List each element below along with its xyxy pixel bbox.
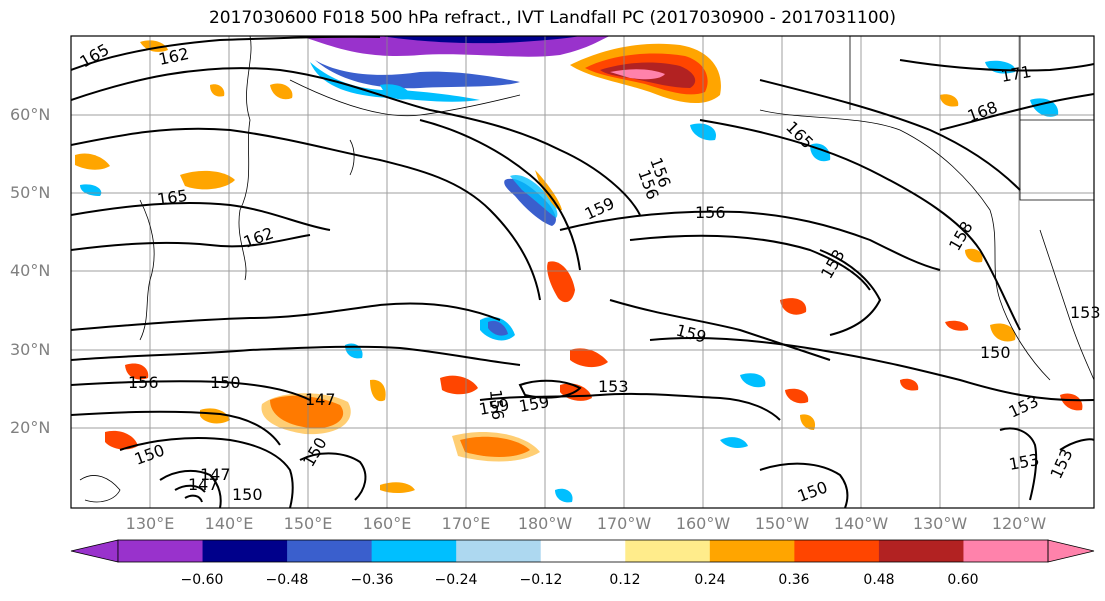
lon-label-170w: 170°W (596, 514, 652, 533)
lat-label-60: 60°N (10, 105, 51, 124)
colorbar-arrow-high (1047, 539, 1095, 563)
colorbar (70, 539, 1095, 563)
map-title: 2017030600 F018 500 hPa refract., IVT La… (208, 8, 896, 28)
lon-label-130e: 130°E (125, 514, 175, 533)
colorbar-segment (118, 540, 204, 562)
lon-label-160w: 160°W (675, 514, 731, 533)
colorbar-tick: −0.36 (350, 572, 394, 588)
lat-label-50: 50°N (10, 183, 51, 202)
lon-label-170e: 170°E (441, 514, 491, 533)
colorbar-segment (456, 540, 542, 562)
lon-label-130w: 130°W (912, 514, 968, 533)
lon-label-150e: 150°E (283, 514, 333, 533)
colorbar-tick: 0.24 (694, 572, 726, 588)
colorbar-tick: 0.60 (947, 572, 979, 588)
colorbar-segment (709, 540, 795, 562)
lon-label-150w: 150°W (754, 514, 810, 533)
colorbar-tick: −0.60 (180, 572, 224, 588)
contour-label: 150 (980, 343, 1011, 362)
colorbar-arrow-low (70, 539, 119, 563)
lat-label-40: 40°N (10, 261, 51, 280)
lon-label-180w: 180°W (517, 514, 573, 533)
contour-label: 153 (598, 377, 629, 396)
colorbar-tick: 0.12 (609, 572, 641, 588)
map-frame (70, 35, 1095, 509)
contour-label: 156 (128, 373, 159, 392)
colorbar-segment (540, 540, 626, 562)
map-background (71, 36, 1094, 508)
lon-label-120w: 120°W (991, 514, 1047, 533)
contour-label: 147 (188, 475, 219, 494)
shading-layer (75, 36, 1083, 503)
contour-label: 156 (695, 203, 726, 222)
lat-label-30: 30°N (10, 340, 51, 359)
contour-label: 153 (1070, 303, 1101, 322)
colorbar-tick: −0.12 (519, 572, 563, 588)
colorbar-segment (371, 540, 457, 562)
lon-label-140e: 140°E (204, 514, 254, 533)
colorbar-tick: −0.24 (434, 572, 478, 588)
colorbar-segment (963, 540, 1049, 562)
colorbar-segment (878, 540, 964, 562)
lat-label-20: 20°N (10, 418, 51, 437)
colorbar-tick: −0.48 (265, 572, 309, 588)
lon-label-160e: 160°E (362, 514, 412, 533)
contour-label: 147 (305, 390, 336, 409)
colorbar-segment (625, 540, 711, 562)
colorbar-tick: 0.48 (863, 572, 895, 588)
contour-label: 165 (156, 186, 189, 209)
colorbar-segment (202, 540, 288, 562)
colorbar-segment (794, 540, 880, 562)
colorbar-border (117, 539, 1049, 563)
lon-label-140w: 140°W (833, 514, 889, 533)
contour-label: 150 (232, 485, 263, 504)
contour-label: 150 (210, 373, 241, 392)
colorbar-tick: 0.36 (778, 572, 810, 588)
coastlines (79, 36, 1094, 503)
colorbar-segment (287, 540, 373, 562)
contour-label: 156 (486, 389, 508, 421)
contour-label: 147 (200, 465, 231, 484)
height-contours (71, 36, 1094, 508)
